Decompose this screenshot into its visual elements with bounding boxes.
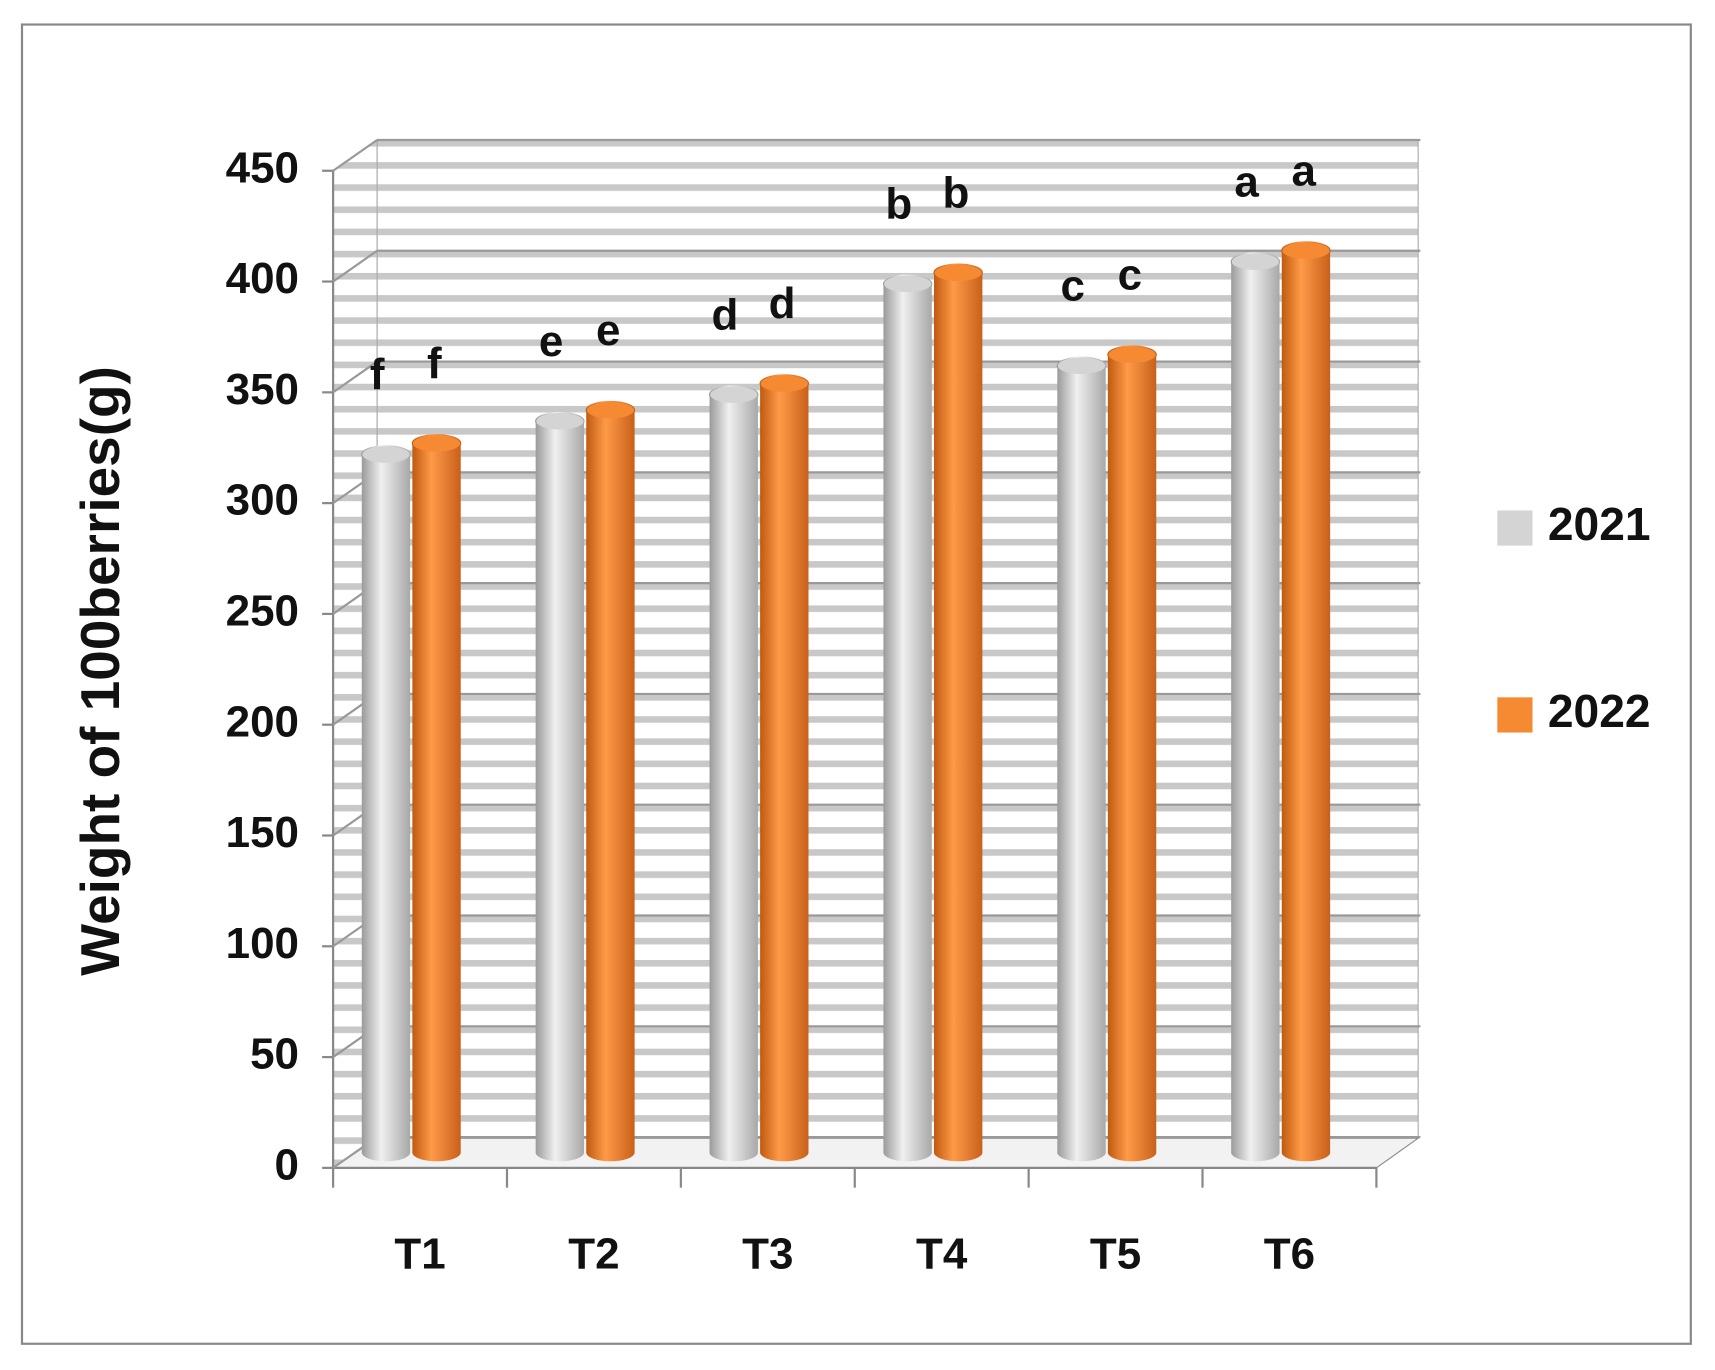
grid-line bbox=[332, 139, 378, 172]
bar-top bbox=[1230, 252, 1281, 272]
bar bbox=[586, 410, 635, 1153]
bar bbox=[883, 283, 932, 1153]
grid-line bbox=[332, 360, 378, 394]
x-tick-label: T1 bbox=[394, 1230, 445, 1279]
significance-letter: c bbox=[1118, 250, 1142, 299]
significance-letter: d bbox=[769, 279, 796, 328]
bar-top bbox=[882, 274, 933, 294]
significance-letter: f bbox=[427, 339, 442, 388]
significance-letter: b bbox=[943, 168, 970, 217]
bar bbox=[412, 443, 461, 1153]
significance-letter: a bbox=[1234, 157, 1259, 206]
y-tick-label: 200 bbox=[226, 697, 299, 746]
bar bbox=[1281, 250, 1331, 1153]
x-tick-label: T6 bbox=[1264, 1230, 1315, 1279]
y-tick-label: 100 bbox=[226, 919, 299, 968]
bar-top bbox=[708, 385, 759, 405]
bar-top bbox=[535, 411, 585, 431]
y-tick-label: 250 bbox=[226, 587, 299, 636]
significance-letter: c bbox=[1060, 262, 1084, 311]
x-tick-label: T4 bbox=[916, 1230, 968, 1279]
significance-letter: e bbox=[596, 306, 620, 355]
significance-letter: f bbox=[370, 350, 385, 399]
bar-top bbox=[1107, 345, 1157, 365]
bar bbox=[535, 421, 585, 1153]
bar-top bbox=[759, 374, 810, 393]
legend-swatch bbox=[1497, 510, 1533, 546]
y-tick-label: 150 bbox=[226, 808, 299, 857]
bar bbox=[1107, 354, 1157, 1153]
y-tick-label: 0 bbox=[275, 1140, 299, 1189]
x-tick-label: T5 bbox=[1090, 1230, 1141, 1279]
bar bbox=[1057, 365, 1106, 1153]
grid-line bbox=[332, 249, 378, 283]
y-tick-label: 50 bbox=[250, 1030, 299, 1079]
significance-letter: d bbox=[712, 290, 739, 339]
y-tick-label: 450 bbox=[226, 143, 299, 192]
bar-top bbox=[585, 400, 636, 420]
bar-top bbox=[361, 445, 411, 464]
bar-top bbox=[1281, 241, 1331, 260]
significance-letter: e bbox=[539, 317, 563, 366]
y-tick-label: 350 bbox=[226, 365, 299, 414]
legend-label: 2022 bbox=[1548, 685, 1651, 737]
bar-top bbox=[411, 434, 462, 453]
x-tick-label: T3 bbox=[742, 1230, 793, 1279]
y-tick-label: 400 bbox=[226, 254, 299, 303]
bar-top bbox=[933, 263, 983, 283]
bar bbox=[760, 383, 809, 1153]
bar bbox=[361, 454, 411, 1153]
y-axis-title: Weight of 100berries(g) bbox=[69, 366, 131, 976]
legend-label: 2021 bbox=[1548, 498, 1651, 550]
bar bbox=[1231, 261, 1280, 1153]
bar-top bbox=[1056, 356, 1107, 376]
bar bbox=[709, 394, 758, 1153]
y-tick-label: 300 bbox=[226, 476, 299, 525]
x-tick-label: T2 bbox=[568, 1230, 619, 1279]
legend-swatch bbox=[1497, 697, 1533, 733]
significance-letter: a bbox=[1292, 146, 1317, 195]
bar bbox=[933, 272, 983, 1153]
significance-letter: b bbox=[885, 180, 912, 229]
